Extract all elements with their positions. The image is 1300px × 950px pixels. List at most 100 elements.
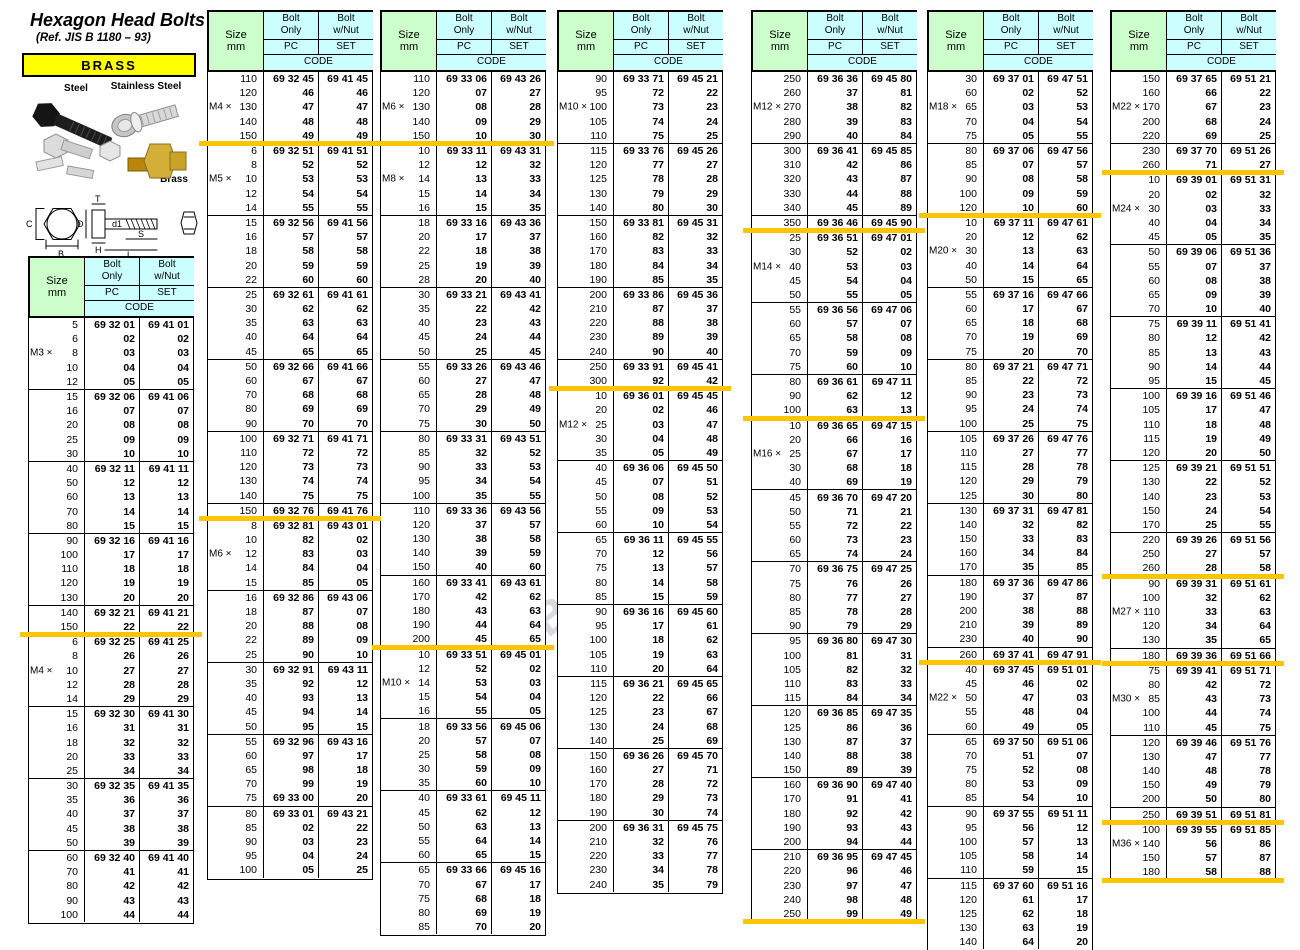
set-code-cell: 53 bbox=[1221, 489, 1275, 504]
pc-code-cell: 13 bbox=[84, 490, 139, 505]
table-row: 200 69 33 86 69 45 36 bbox=[558, 287, 722, 302]
size-cell: 200 bbox=[1142, 793, 1160, 806]
pc-code-cell: 15 bbox=[983, 272, 1038, 287]
pc-code-cell: 98 bbox=[807, 892, 862, 907]
pc-code-cell: 68 bbox=[263, 388, 318, 403]
row-group: 80 69 37 21 69 47 71 85 22 72 90 23 73 95 24 74 100 2… bbox=[928, 359, 1092, 432]
table-row: 75 68 18 bbox=[381, 891, 545, 906]
pc-code-cell: 19 bbox=[436, 258, 491, 273]
table-row: 20 02 32 bbox=[1111, 187, 1275, 202]
pc-code-cell: 69 33 06 bbox=[436, 72, 491, 87]
set-code-cell: 80 bbox=[1221, 792, 1275, 807]
set-code-cell: 62 bbox=[491, 589, 545, 604]
set-code-cell: 55 bbox=[318, 200, 372, 215]
pc-code-cell: 69 33 76 bbox=[613, 143, 668, 159]
table-row: 180 92 42 bbox=[752, 806, 916, 821]
table-row: 90 69 37 55 69 51 11 bbox=[928, 806, 1092, 821]
size-cell: 120 bbox=[239, 461, 257, 474]
table-row: 150 10 30 bbox=[381, 128, 545, 143]
dim-label-s: S bbox=[138, 229, 144, 239]
table-row: 210 39 89 bbox=[928, 618, 1092, 633]
set-code-cell: 27 bbox=[491, 86, 545, 101]
pc-code-cell: 20 bbox=[436, 272, 491, 287]
size-cell: 45 bbox=[789, 274, 801, 287]
set-code-cell: 09 bbox=[491, 762, 545, 777]
pc-code-cell: 40 bbox=[436, 560, 491, 575]
size-cell: 95 bbox=[965, 821, 977, 834]
bolt-with-nut-header: Bolt w/Nut bbox=[1222, 12, 1276, 40]
table-row: 140 32 82 bbox=[928, 517, 1092, 532]
size-cell: 16 bbox=[66, 405, 78, 418]
set-code-cell: 19 bbox=[139, 576, 193, 591]
table-row: 35 36 36 bbox=[29, 793, 193, 808]
table-row: 140 88 38 bbox=[752, 748, 916, 763]
table-row: 40 69 33 61 69 45 11 bbox=[381, 791, 545, 806]
set-code-cell: 46 bbox=[668, 403, 722, 418]
bolt-code-table-1: Size mm Bolt Only Bolt w/Nut PC SET CODE 5 69 32 0… bbox=[20, 256, 202, 924]
pc-code-cell: 69 39 26 bbox=[1166, 533, 1221, 548]
set-code-cell: 69 45 65 bbox=[668, 676, 722, 692]
table-row: 100 25 75 bbox=[928, 416, 1092, 431]
table-row: 130 M4 × 47 47 bbox=[208, 100, 372, 115]
pc-code-cell: 08 bbox=[613, 489, 668, 504]
set-code-cell: 36 bbox=[139, 793, 193, 808]
size-cell: 30 bbox=[418, 288, 430, 301]
table-row: 150 69 36 26 69 45 70 bbox=[558, 748, 722, 763]
table-row: 210 32 76 bbox=[558, 834, 722, 850]
set-code-cell: 60 bbox=[1038, 200, 1092, 215]
pc-code-cell: 02 bbox=[1166, 187, 1221, 202]
table-row: 140 48 78 bbox=[1111, 764, 1275, 779]
size-cell: 310 bbox=[783, 159, 801, 172]
pc-code-cell: 57 bbox=[1166, 851, 1221, 866]
row-group: 110 69 33 36 69 43 56 120 37 57 130 38 58 140 39 59… bbox=[381, 503, 545, 576]
pc-code-cell: 12 bbox=[1166, 331, 1221, 346]
table-row: 160 82 32 bbox=[558, 230, 722, 245]
size-cell: 110 bbox=[960, 864, 977, 877]
size-cell: 180 bbox=[1142, 866, 1160, 879]
pc-code-cell: 35 bbox=[613, 877, 668, 892]
table-row: 30 68 18 bbox=[752, 461, 916, 476]
table-row: 120 69 36 85 69 47 35 bbox=[752, 706, 916, 721]
size-cell: 140 bbox=[959, 936, 977, 949]
pc-code-cell: 12 bbox=[983, 230, 1038, 245]
pc-code-cell: 28 bbox=[613, 777, 668, 792]
table-row: 16 15 35 bbox=[381, 200, 545, 215]
size-cell: 160 bbox=[589, 231, 607, 244]
table-row: 120 07 27 bbox=[381, 86, 545, 101]
pc-code-cell: 15 bbox=[84, 518, 139, 533]
set-code-cell: 38 bbox=[668, 316, 722, 331]
table-row: 90 69 36 16 69 45 60 bbox=[558, 604, 722, 620]
set-code-cell: 02 bbox=[318, 533, 372, 548]
size-cell: 190 bbox=[783, 821, 801, 834]
pc-code-cell: 27 bbox=[1166, 547, 1221, 562]
set-code-cell: 25 bbox=[668, 128, 722, 143]
size-cell: 65 bbox=[789, 548, 801, 561]
row-group: 120 69 39 46 69 51 76 130 47 77 140 48 78 150 49 79… bbox=[1111, 735, 1275, 808]
pc-code-cell: 77 bbox=[807, 590, 862, 605]
row-group: 90 69 36 16 69 45 60 95 17 61 100 18 62 105 19 63 11… bbox=[558, 604, 722, 677]
set-code-cell: 81 bbox=[862, 86, 916, 101]
row-group: 30 69 32 91 69 43 11 35 92 12 40 93 13 45 94 14 50 95… bbox=[208, 662, 372, 735]
size-cell: 45 bbox=[418, 806, 430, 819]
pc-code-cell: 69 32 16 bbox=[84, 533, 139, 548]
set-code-cell: 69 45 36 bbox=[668, 287, 722, 302]
table-row: 25 58 08 bbox=[381, 747, 545, 762]
size-cell: 14 M8 × bbox=[382, 173, 430, 186]
size-cell: 60 bbox=[245, 749, 257, 762]
table-row: 190 37 87 bbox=[928, 589, 1092, 604]
size-cell: 10 bbox=[1148, 174, 1160, 187]
table-header: Size mm Bolt Only Bolt w/Nut PC SET CODE bbox=[380, 10, 546, 72]
table-row: 65 09 39 bbox=[1111, 287, 1275, 302]
table-row: 140 69 32 21 69 41 21 bbox=[29, 605, 193, 620]
pc-code-cell: 39 bbox=[807, 114, 862, 129]
size-cell: 150 bbox=[1142, 852, 1160, 865]
set-code-cell: 39 bbox=[862, 763, 916, 778]
row-group: 90 69 37 55 69 51 11 95 56 12 100 57 13 105 58 14 11… bbox=[928, 806, 1092, 879]
size-cell: 150 bbox=[1142, 779, 1160, 792]
bolt-only-header: Bolt Only bbox=[264, 12, 319, 40]
photo-label-steel: Steel bbox=[64, 83, 88, 94]
pc-code-cell: 72 bbox=[263, 445, 318, 461]
table-row: 50 69 39 06 69 51 36 bbox=[1111, 245, 1275, 260]
set-code-cell: 89 bbox=[1038, 618, 1092, 633]
size-cell: 70 bbox=[66, 866, 78, 879]
